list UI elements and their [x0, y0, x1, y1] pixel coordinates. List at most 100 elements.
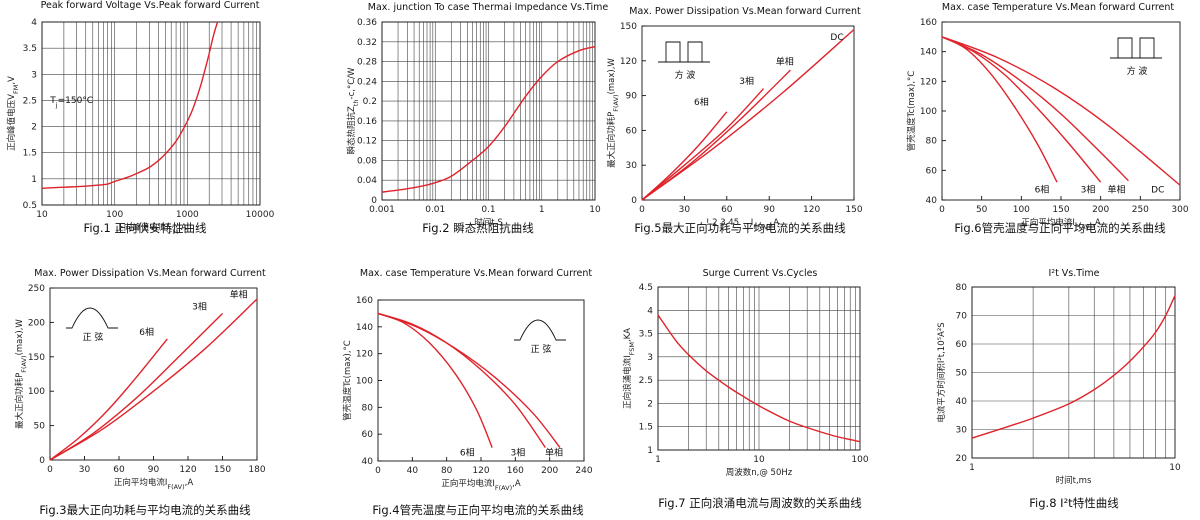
- x-tick-label: 300: [1171, 205, 1188, 215]
- series-line-main: [381, 46, 596, 193]
- y-tick-label: 4.5: [639, 283, 653, 293]
- series-label: 3相: [739, 75, 754, 87]
- x-tick-label: 120: [803, 205, 820, 215]
- grid-lines: [41, 21, 260, 206]
- x-tick-label: 40: [407, 466, 419, 476]
- y-tick-label: 160: [356, 296, 373, 306]
- y-tick-label: 0.5: [23, 201, 37, 211]
- plot-frame: [41, 21, 261, 206]
- y-tick-label: 150: [620, 22, 637, 32]
- half-sine-wave-icon: 正 弦: [514, 319, 566, 355]
- series-label: 6相: [139, 326, 154, 338]
- x-axis-label: 周波数n,@ 50Hz: [726, 467, 793, 478]
- x-tick-label: 60: [113, 465, 125, 475]
- series-line-1: [377, 312, 546, 448]
- x-tick-label: 10000: [246, 210, 275, 220]
- x-tick-label: 30: [679, 205, 691, 215]
- series-line-0: [941, 36, 1058, 183]
- y-axis-label: 管壳温度Tc(max),°C: [342, 340, 353, 421]
- series-label: 6相: [694, 96, 709, 108]
- figure-caption: Fig.6管壳温度与正向平均电流的关系曲线: [954, 221, 1166, 235]
- x-tick-label: 120: [179, 465, 196, 475]
- y-tick-label: 0.16: [357, 117, 377, 127]
- annotation: Tj=150°C: [49, 96, 93, 109]
- fig1-chart: Peak forward Voltage Vs.Peak forward Cur…: [6, 0, 275, 236]
- x-tick-label: 1: [539, 205, 545, 215]
- chart-title: Max. Power Dissipation Vs.Mean forward C…: [34, 268, 266, 279]
- y-tick-label: 50: [34, 422, 46, 432]
- x-axis-label: 正向平均电流IF(AV),A: [114, 477, 194, 491]
- y-tick-label: 0.04: [357, 176, 377, 186]
- x-tick-label: 150: [214, 465, 231, 475]
- x-tick-label: 90: [148, 465, 160, 475]
- chart-title: Max. case Temperature Vs.Mean forward Cu…: [942, 2, 1175, 13]
- x-tick-label: 10: [1169, 463, 1181, 473]
- y-axis-label: 正向浪涌电流IFSM,KA: [622, 328, 636, 409]
- x-tick-label: 100: [106, 210, 123, 220]
- grid-lines: [657, 286, 860, 451]
- figure-caption: Fig.4管壳温度与正向平均电流的关系曲线: [372, 503, 584, 517]
- fig4-chart: Max. case Temperature Vs.Mean forward Cu…: [342, 268, 593, 517]
- x-tick-label: 150: [845, 205, 862, 215]
- y-tick-label: 20: [956, 454, 968, 464]
- series-line-1: [49, 312, 223, 461]
- chart-title: Max. Power Dissipation Vs.Mean forward C…: [629, 6, 861, 17]
- plot-frame: [377, 299, 585, 462]
- inset-label: 方 波: [1127, 65, 1148, 77]
- series-label: 3相: [511, 447, 526, 459]
- figure-caption: Fig.8 I²t特性曲线: [1029, 496, 1119, 510]
- x-tick-label: 50: [976, 205, 988, 215]
- fig7-chart: Surge Current Vs.Cycles Fig.7 正向浪涌电流与周波数的…: [622, 268, 869, 510]
- y-tick-label: 60: [362, 430, 374, 440]
- y-tick-label: 80: [926, 137, 938, 147]
- y-tick-label: 120: [620, 57, 637, 67]
- plot-frame: [657, 286, 861, 451]
- y-tick-label: 4: [31, 18, 37, 28]
- y-tick-label: 2.5: [639, 376, 653, 386]
- y-tick-label: 2.5: [23, 96, 37, 106]
- series-label: 单相: [1108, 184, 1126, 196]
- x-tick-label: 1: [969, 463, 975, 473]
- y-tick-label: 120: [356, 350, 373, 360]
- y-tick-label: 40: [926, 196, 938, 206]
- series-line-2: [49, 298, 258, 461]
- y-tick-label: 30: [956, 426, 968, 436]
- figure-caption: Fig.7 正向浪涌电流与周波数的关系曲线: [658, 496, 862, 510]
- y-axis-label: 最大正向功耗PF(AV)(max),W: [14, 319, 28, 429]
- half-sine-wave-icon: 正 弦: [66, 307, 118, 343]
- series-line-main: [971, 295, 1176, 439]
- x-tick-label: 0: [939, 205, 945, 215]
- y-tick-label: 80: [956, 283, 968, 293]
- y-tick-label: 100: [920, 107, 937, 117]
- figure-caption: Fig.2 瞬态热阻抗曲线: [422, 221, 534, 235]
- plot-frame: [641, 25, 855, 201]
- y-tick-label: 0.08: [357, 156, 377, 166]
- y-tick-label: 0.12: [357, 137, 377, 147]
- x-tick-label: 150: [1052, 205, 1069, 215]
- series-label: 单相: [230, 289, 248, 301]
- x-axis-prefix: ! 2 3 45: [706, 218, 739, 228]
- inset-label: 正 弦: [83, 331, 104, 343]
- x-tick-label: 30: [79, 465, 91, 475]
- fig5-chart: Max. Power Dissipation Vs.Mean forward C…: [606, 6, 863, 235]
- y-tick-label: 0: [371, 196, 377, 206]
- y-tick-label: 140: [920, 48, 937, 58]
- y-axis-label: 最大正向功耗PF(AV)(max),W: [606, 58, 620, 168]
- x-tick-label: 240: [575, 466, 592, 476]
- x-tick-label: 80: [441, 466, 453, 476]
- y-tick-label: 140: [356, 323, 373, 333]
- y-tick-label: 0.2: [363, 97, 377, 107]
- series-label: 单相: [545, 447, 563, 459]
- y-tick-label: 0.24: [357, 77, 377, 87]
- fig2-chart: Max. junction To case Thermai Impedance …: [346, 2, 608, 235]
- series-line-0: [49, 338, 168, 461]
- x-tick-label: 0.001: [369, 205, 395, 215]
- fig3-chart: Max. Power Dissipation Vs.Mean forward C…: [14, 268, 266, 517]
- fig8-chart: I²t Vs.Time Fig.8 I²t特性曲线 1 10 20 30 40 50 60 70 8…: [936, 268, 1181, 510]
- y-tick-label: 60: [956, 340, 968, 350]
- grid-lines: [381, 21, 595, 201]
- x-tick-label: 180: [248, 465, 265, 475]
- series-label: 3相: [192, 300, 207, 312]
- series-line-1: [941, 36, 1102, 183]
